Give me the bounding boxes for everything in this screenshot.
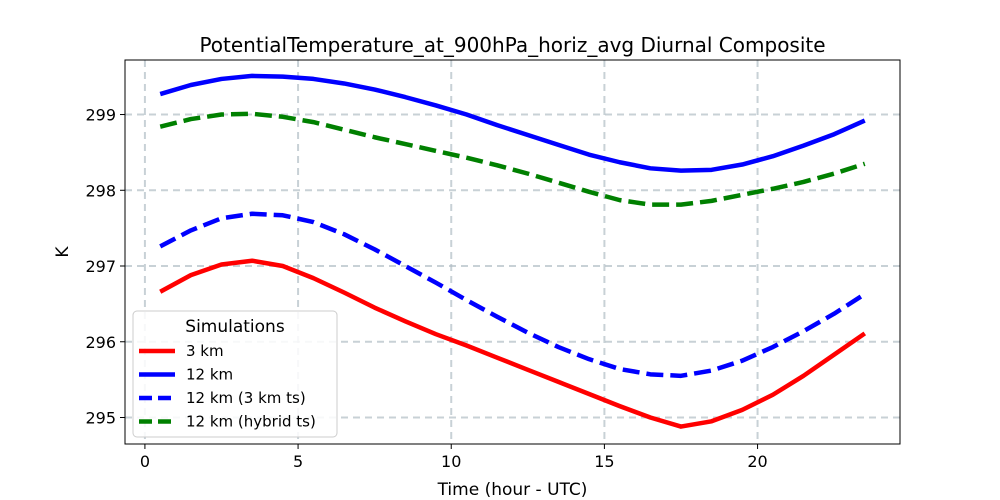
series-line-3 [159, 211, 866, 379]
x-tick-label: 0 [140, 452, 150, 471]
plot-frame [124, 59, 901, 445]
legend-label-4: 12 km (hybrid ts) [186, 413, 316, 431]
x-tick-label: 5 [293, 452, 303, 471]
grid [125, 60, 900, 444]
legend-label-3: 12 km (3 km ts) [186, 389, 306, 407]
x-tick-label: 10 [441, 452, 461, 471]
legend-box [132, 310, 338, 438]
legend-label-2: 12 km [186, 366, 233, 384]
y-tick-label: 298 [85, 181, 116, 200]
y-tick-label: 295 [85, 408, 116, 427]
chart-title: PotentialTemperature_at_900hPa_horiz_avg… [199, 33, 825, 57]
y-axis-label: K [53, 246, 73, 258]
y-tick-label: 296 [85, 333, 116, 352]
x-tick-label: 15 [594, 452, 614, 471]
legend: Simulations 3 km 12 km 12 km (3 km ts) 12 k… [132, 310, 338, 438]
series-line-2 [159, 73, 866, 173]
series-line-1 [159, 258, 867, 429]
y-tick-label: 297 [85, 257, 116, 276]
legend-label-1: 3 km [186, 342, 224, 360]
x-axis-label: Time (hour - UTC) [437, 480, 588, 500]
legend-title: Simulations [185, 317, 285, 337]
x-tick-label: 20 [747, 452, 767, 471]
y-tick-label: 299 [85, 106, 116, 125]
ticks: 0 5 10 15 20 295 296 297 298 299 [85, 106, 767, 471]
series-layer [159, 73, 867, 429]
series-line-4 [159, 111, 866, 207]
